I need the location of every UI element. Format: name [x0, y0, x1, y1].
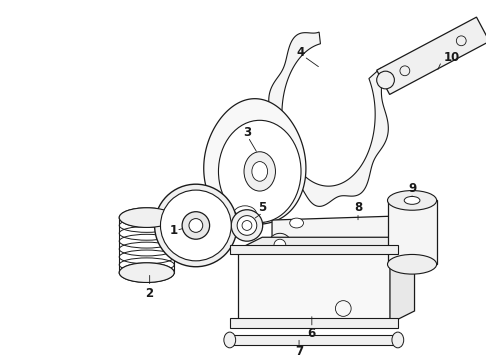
Ellipse shape — [119, 208, 174, 228]
Text: 10: 10 — [443, 51, 460, 64]
Text: 4: 4 — [297, 46, 305, 59]
Polygon shape — [390, 237, 415, 323]
Polygon shape — [230, 318, 398, 328]
Polygon shape — [238, 249, 390, 323]
Ellipse shape — [290, 218, 303, 228]
Text: 1: 1 — [169, 224, 177, 237]
Text: 8: 8 — [354, 201, 362, 214]
Polygon shape — [230, 245, 398, 255]
Ellipse shape — [377, 71, 394, 89]
Text: 2: 2 — [146, 287, 154, 300]
Ellipse shape — [182, 212, 210, 239]
Text: 6: 6 — [308, 327, 316, 340]
Ellipse shape — [388, 255, 437, 274]
Text: 7: 7 — [295, 345, 303, 358]
Ellipse shape — [231, 210, 263, 241]
Ellipse shape — [119, 263, 174, 283]
Ellipse shape — [388, 190, 437, 210]
Polygon shape — [204, 99, 306, 225]
Ellipse shape — [223, 199, 267, 230]
Ellipse shape — [189, 219, 203, 232]
Ellipse shape — [237, 216, 257, 235]
Ellipse shape — [219, 120, 301, 222]
Text: 3: 3 — [243, 126, 251, 139]
Text: 5: 5 — [258, 201, 266, 214]
Ellipse shape — [404, 197, 420, 204]
Ellipse shape — [392, 332, 404, 348]
Ellipse shape — [274, 239, 286, 251]
Ellipse shape — [268, 233, 292, 257]
Polygon shape — [269, 32, 388, 206]
Ellipse shape — [154, 184, 237, 267]
Polygon shape — [230, 335, 398, 345]
Ellipse shape — [161, 190, 231, 261]
Polygon shape — [377, 17, 490, 94]
Ellipse shape — [244, 152, 275, 191]
Polygon shape — [238, 237, 415, 249]
Ellipse shape — [252, 162, 268, 181]
Text: 9: 9 — [408, 181, 416, 195]
Polygon shape — [272, 215, 432, 271]
Ellipse shape — [224, 332, 236, 348]
Bar — [388, 201, 437, 264]
Ellipse shape — [403, 218, 416, 228]
